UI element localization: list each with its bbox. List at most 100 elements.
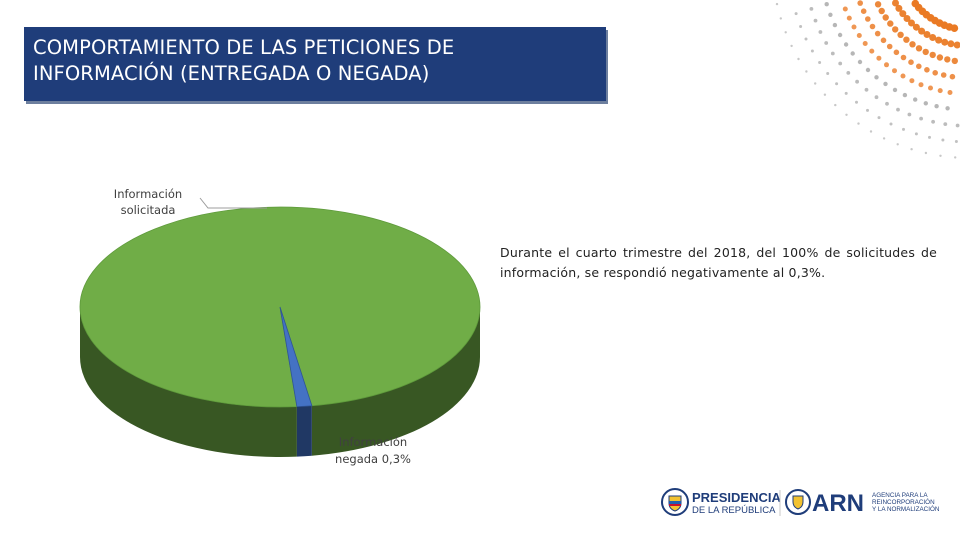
decorative-dot <box>923 101 928 106</box>
slice-side-solicitada-left <box>80 307 297 457</box>
decorative-dot <box>874 1 882 8</box>
decorative-dot <box>818 61 822 64</box>
decorative-dot <box>790 44 793 48</box>
decorative-dot <box>895 4 903 12</box>
slice-side-negada <box>296 405 312 457</box>
decorative-dot <box>912 23 920 31</box>
decorative-dot <box>877 116 881 120</box>
decorative-dot <box>824 41 829 45</box>
decorative-dot <box>838 61 843 66</box>
decorative-dot <box>855 79 859 84</box>
decorative-dot <box>902 92 908 98</box>
slice-label-negada-line1: Información <box>339 435 407 449</box>
decorative-dot <box>869 23 876 30</box>
decorative-dot <box>949 73 956 80</box>
decorative-dot <box>804 37 808 41</box>
decorative-dot <box>909 41 916 48</box>
slice-label-solicitada-line1: Información <box>114 187 182 201</box>
decorative-dot <box>929 34 937 41</box>
decorative-dot <box>874 75 879 80</box>
decorative-dot <box>869 48 875 54</box>
slice-top-negada <box>279 306 313 408</box>
decorative-dot <box>830 51 835 56</box>
decorative-dot <box>869 130 873 133</box>
decorative-dot <box>897 31 904 38</box>
slice-side-solicitada-right <box>311 307 480 456</box>
decorative-dot <box>943 122 948 126</box>
decorative-dot <box>856 33 862 38</box>
decorative-dot <box>919 116 923 121</box>
decorative-dot <box>916 63 922 70</box>
arn-logo: ARN AGENCIA PARA LA REINCORPORACIÓN Y LA… <box>785 489 940 517</box>
decorative-dot <box>818 30 823 34</box>
decorative-dot <box>911 0 920 8</box>
presidencia-logo: PRESIDENCIA DE LA REPÚBLICA <box>661 488 781 516</box>
decorative-dot <box>883 81 888 87</box>
decorative-dot <box>893 49 900 56</box>
decorative-dot <box>845 113 848 117</box>
decorative-dot <box>924 151 928 155</box>
decorative-dot <box>842 6 848 12</box>
decorative-dot <box>909 78 915 84</box>
decorative-dot <box>794 12 798 16</box>
pie-chart: Información solicitada Información negad… <box>79 187 481 466</box>
footer-logos: PRESIDENCIA DE LA REPÚBLICA ARN AGENCIA … <box>661 488 940 517</box>
decorative-dot <box>846 15 852 21</box>
page-title-line1: COMPORTAMIENTO DE LAS PETICIONES DE <box>33 36 455 59</box>
decorative-dot <box>834 103 837 107</box>
decorative-dot <box>892 0 899 7</box>
decorative-dot <box>876 55 882 61</box>
decorative-dot <box>878 7 885 15</box>
decorative-dot <box>941 138 945 142</box>
arn-line1: AGENCIA PARA LA <box>872 492 928 499</box>
decorative-dot <box>932 70 938 76</box>
decorative-dot <box>922 48 929 56</box>
decorative-dot <box>810 49 814 53</box>
decorative-dot <box>835 82 839 86</box>
decorative-dot <box>954 156 957 159</box>
decorative-dot <box>931 119 935 124</box>
decorative-dot <box>857 59 863 65</box>
decorative-dot <box>857 122 860 125</box>
decorative-dot <box>809 6 814 11</box>
decorative-dot <box>941 38 949 46</box>
decorative-dot <box>899 10 907 18</box>
presidencia-line2: DE LA REPÚBLICA <box>692 505 776 516</box>
decorative-dot <box>900 73 906 79</box>
decorative-dot <box>851 24 857 30</box>
decorative-dot <box>892 26 899 33</box>
decorative-dot <box>813 18 818 23</box>
decorative-dot <box>886 43 893 50</box>
decorative-dot <box>860 8 867 14</box>
arn-name: ARN <box>812 490 864 517</box>
decorative-dot <box>832 22 838 28</box>
decorative-dot <box>945 106 950 111</box>
title-banner: COMPORTAMIENTO DE LAS PETICIONES DE INFO… <box>24 27 606 101</box>
decorative-dot <box>918 82 924 88</box>
presidencia-line1: PRESIDENCIA <box>692 490 781 505</box>
decorative-dot <box>896 107 900 112</box>
decorative-dot-pattern <box>775 0 960 159</box>
decorative-dot <box>918 27 926 35</box>
decorative-dot <box>846 71 851 75</box>
decorative-dot <box>902 127 905 131</box>
decorative-dot <box>824 1 829 7</box>
decorative-dot <box>892 87 898 93</box>
decorative-dot <box>903 15 911 22</box>
decorative-dot <box>882 14 889 21</box>
decorative-dot <box>892 68 897 74</box>
decorative-dot <box>900 54 907 61</box>
description-text: Durante el cuarto trimestre del 2018, de… <box>500 245 937 280</box>
decorative-dot <box>934 104 939 109</box>
decorative-dot <box>935 36 943 44</box>
decorative-dot <box>955 123 960 128</box>
decorative-dot <box>907 112 912 117</box>
page-title-line2: INFORMACIÓN (ENTREGADA O NEGADA) <box>33 62 430 85</box>
decorative-dot <box>915 45 923 52</box>
decorative-dot <box>913 97 918 102</box>
decorative-dot <box>947 90 953 95</box>
decorative-dot <box>865 67 871 73</box>
decorative-dot <box>940 72 947 78</box>
slice-label-negada-line2: negada 0,3% <box>335 452 411 466</box>
decorative-dot <box>855 100 858 104</box>
